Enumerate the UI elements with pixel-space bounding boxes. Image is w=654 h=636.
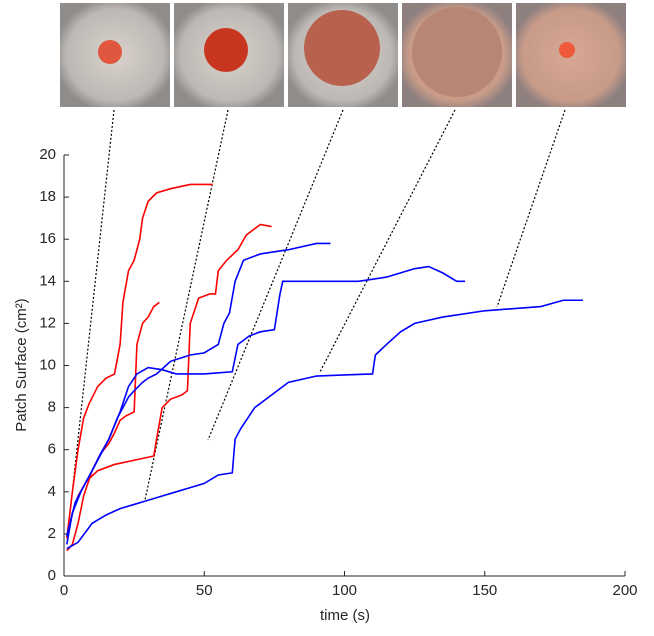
patch <box>412 7 502 97</box>
y-tick-label: 0 <box>48 567 56 584</box>
connector <box>496 109 566 308</box>
patch <box>559 42 575 58</box>
data-line <box>66 183 213 539</box>
y-tick-label: 12 <box>39 314 56 331</box>
connector <box>207 109 344 441</box>
y-tick-label: 2 <box>48 525 56 542</box>
data-line <box>66 242 331 545</box>
y-tick-label: 14 <box>39 272 56 289</box>
data-line <box>66 265 466 537</box>
patch <box>98 40 122 64</box>
x-tick-label: 0 <box>60 582 68 599</box>
patch <box>204 28 248 72</box>
thumbnails <box>60 3 626 107</box>
y-tick-label: 16 <box>39 230 56 247</box>
x-axis-label: time (s) <box>320 607 370 624</box>
y-axis-label: Patch Surface (cm²) <box>13 298 30 431</box>
x-tick-label: 200 <box>612 582 637 599</box>
data-line <box>66 223 272 539</box>
y-tick-label: 8 <box>48 399 56 416</box>
y-tick-label: 18 <box>39 188 56 205</box>
y-tick-label: 4 <box>48 483 56 500</box>
y-tick-label: 6 <box>48 441 56 458</box>
y-tick-label: 10 <box>39 356 56 373</box>
connector <box>319 109 456 373</box>
x-tick-label: 100 <box>332 582 357 599</box>
data-line <box>66 301 160 552</box>
connector <box>144 109 229 501</box>
x-tick-label: 50 <box>196 582 213 599</box>
data-line <box>66 299 583 550</box>
y-tick-label: 20 <box>39 146 56 163</box>
x-tick-label: 150 <box>472 582 497 599</box>
patch <box>304 10 380 86</box>
